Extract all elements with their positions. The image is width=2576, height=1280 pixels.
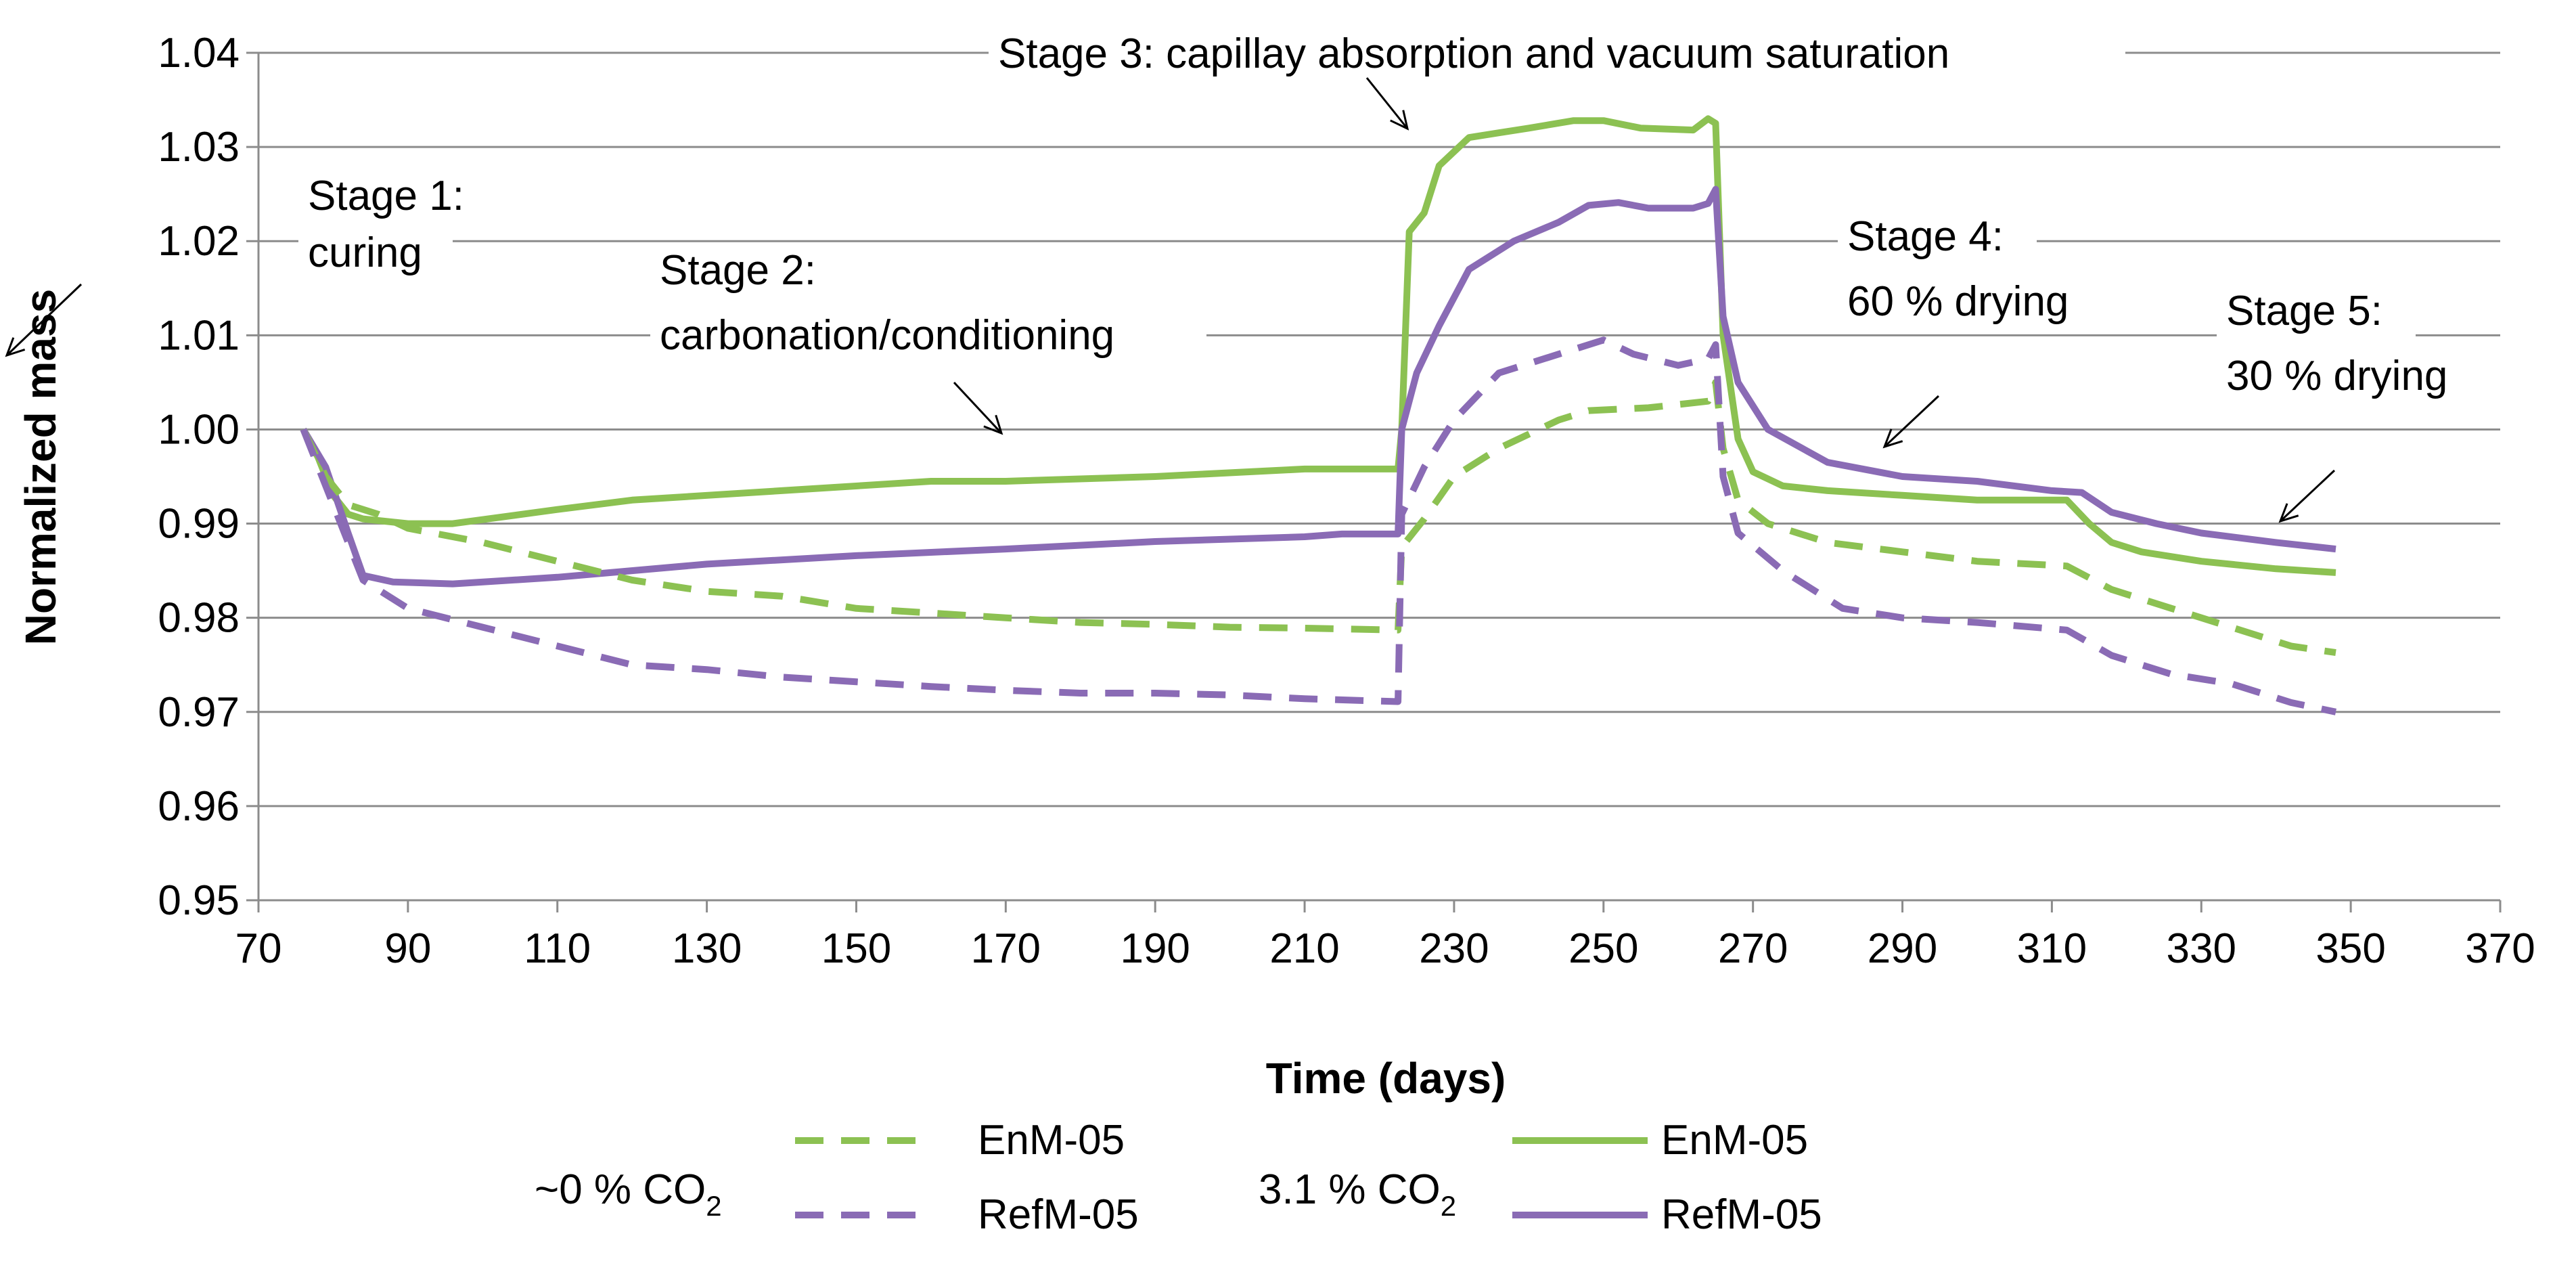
- annotation-backing: [2217, 286, 2416, 338]
- annotation-arrow-head: [2278, 503, 2299, 523]
- legend-entry-label: RefM-05: [1661, 1191, 1822, 1238]
- series-line-co2-3-1-refm-05: [300, 185, 2336, 588]
- annotation-arrow-shaft: [953, 381, 1003, 435]
- y-tick-label: 0.96: [158, 783, 240, 830]
- x-tick-label: 310: [2017, 925, 2087, 972]
- stage-annotations: Stage 1: curing Stage 2: carbonation/condit…: [5, 28, 2483, 523]
- x-tick-label: 170: [971, 925, 1041, 972]
- annotation-backing: [989, 28, 2125, 81]
- annotation-backing: [650, 245, 849, 298]
- annotation-arrow-shaft: [5, 283, 83, 357]
- annotation-arrow-shaft: [1365, 77, 1409, 129]
- annotation-text: Stage 1:: [308, 173, 464, 219]
- grid-lines: [258, 51, 2500, 808]
- x-tick-label: 270: [1718, 925, 1788, 972]
- annotation-backing: [298, 227, 453, 280]
- annotation-backing: [1838, 211, 2037, 264]
- annotation-stage-5: Stage 5: 30 % drying: [2217, 286, 2483, 523]
- annotation-text: 60 % drying: [1847, 278, 2069, 325]
- data-series: [300, 115, 2337, 715]
- annotation-arrow-head: [1390, 110, 1409, 131]
- annotation-text: 30 % drying: [2226, 353, 2447, 399]
- x-tick-label: 150: [821, 925, 891, 972]
- series-line-low-co2-refm-05: [300, 336, 2337, 715]
- annotation-arrow-head: [5, 337, 26, 357]
- annotation-text: carbonation/conditioning: [660, 312, 1114, 359]
- y-tick-label: 0.98: [158, 595, 240, 642]
- x-tick-label: 290: [1868, 925, 1937, 972]
- x-tick-label: 110: [524, 925, 591, 972]
- x-tick-label: 130: [672, 925, 742, 972]
- y-tick-label: 0.99: [158, 501, 240, 548]
- x-tick-label: 190: [1120, 925, 1190, 972]
- legend-entry-label: EnM-05: [978, 1117, 1125, 1164]
- y-tick-label: 1.04: [158, 30, 240, 76]
- annotation-arrow-shaft: [1883, 395, 1940, 448]
- annotation-backing: [1838, 276, 2104, 329]
- x-tick-label: 70: [235, 925, 282, 972]
- y-tick-label: 0.95: [158, 877, 240, 924]
- legend-subscript: 2: [1441, 1190, 1456, 1222]
- annotation-text: curing: [308, 229, 422, 276]
- annotation-backing: [298, 171, 497, 223]
- annotation-arrow-shaft: [2279, 469, 2336, 523]
- y-axis-title: Normalized mass: [16, 289, 65, 645]
- x-tick-label: 250: [1568, 925, 1638, 972]
- annotation-text: Stage 4:: [1847, 213, 2004, 260]
- legend-entry-label: EnM-05: [1661, 1117, 1808, 1164]
- legend-group-label: ~0 % CO2: [535, 1166, 722, 1222]
- legend-subscript: 2: [706, 1190, 721, 1222]
- legend: ~0 % CO2 EnM-05 RefM-05 3.1 % CO2 EnM-05 RefM…: [535, 1117, 1822, 1238]
- annotation-stage-4: Stage 4: 60 % drying: [1838, 211, 2104, 449]
- annotation-text: Stage 3: capillay absorption and vacuum …: [998, 30, 1949, 77]
- annotation-backing: [2217, 351, 2483, 403]
- legend-group-1: ~0 % CO2 EnM-05 RefM-05: [535, 1117, 1139, 1238]
- annotation-text: Stage 5:: [2226, 288, 2382, 334]
- annotation-stage-1: Stage 1: curing: [5, 171, 497, 357]
- series-line-low-co2-enm-05: [300, 378, 2336, 657]
- x-tick-label: 370: [2465, 925, 2535, 972]
- legend-group-label: 3.1 % CO2: [1259, 1166, 1456, 1222]
- legend-entry-label: RefM-05: [978, 1191, 1139, 1238]
- x-tick-label: 210: [1269, 925, 1339, 972]
- annotation-backing: [650, 310, 1206, 363]
- x-tick-label: 350: [2315, 925, 2385, 972]
- y-tick-label: 1.00: [158, 406, 240, 453]
- annotation-stage-3: Stage 3: capillay absorption and vacuum …: [989, 28, 2125, 131]
- x-tick-label: 230: [1419, 925, 1489, 972]
- x-tick-label: 90: [384, 925, 431, 972]
- legend-group-2: 3.1 % CO2 EnM-05 RefM-05: [1259, 1117, 1822, 1238]
- y-tick-label: 1.02: [158, 218, 240, 265]
- y-tick-label: 1.01: [158, 312, 240, 359]
- y-tick-label: 1.03: [158, 124, 240, 171]
- series-line-co2-3-1-enm-05: [300, 115, 2336, 576]
- y-tick-label: 0.97: [158, 689, 240, 736]
- annotation-arrow-head: [983, 414, 1003, 435]
- axes: 0.95 0.96 0.97 0.98 0.99 1.00 1.01 1.02 1.03 1.04…: [158, 30, 2535, 972]
- annotation-stage-2: Stage 2: carbonation/conditioning: [650, 245, 1206, 435]
- annotation-text: Stage 2:: [660, 247, 816, 294]
- x-tick-label: 330: [2167, 925, 2236, 972]
- x-axis-title: Time (days): [1266, 1054, 1506, 1103]
- annotation-arrow-head: [1882, 428, 1903, 449]
